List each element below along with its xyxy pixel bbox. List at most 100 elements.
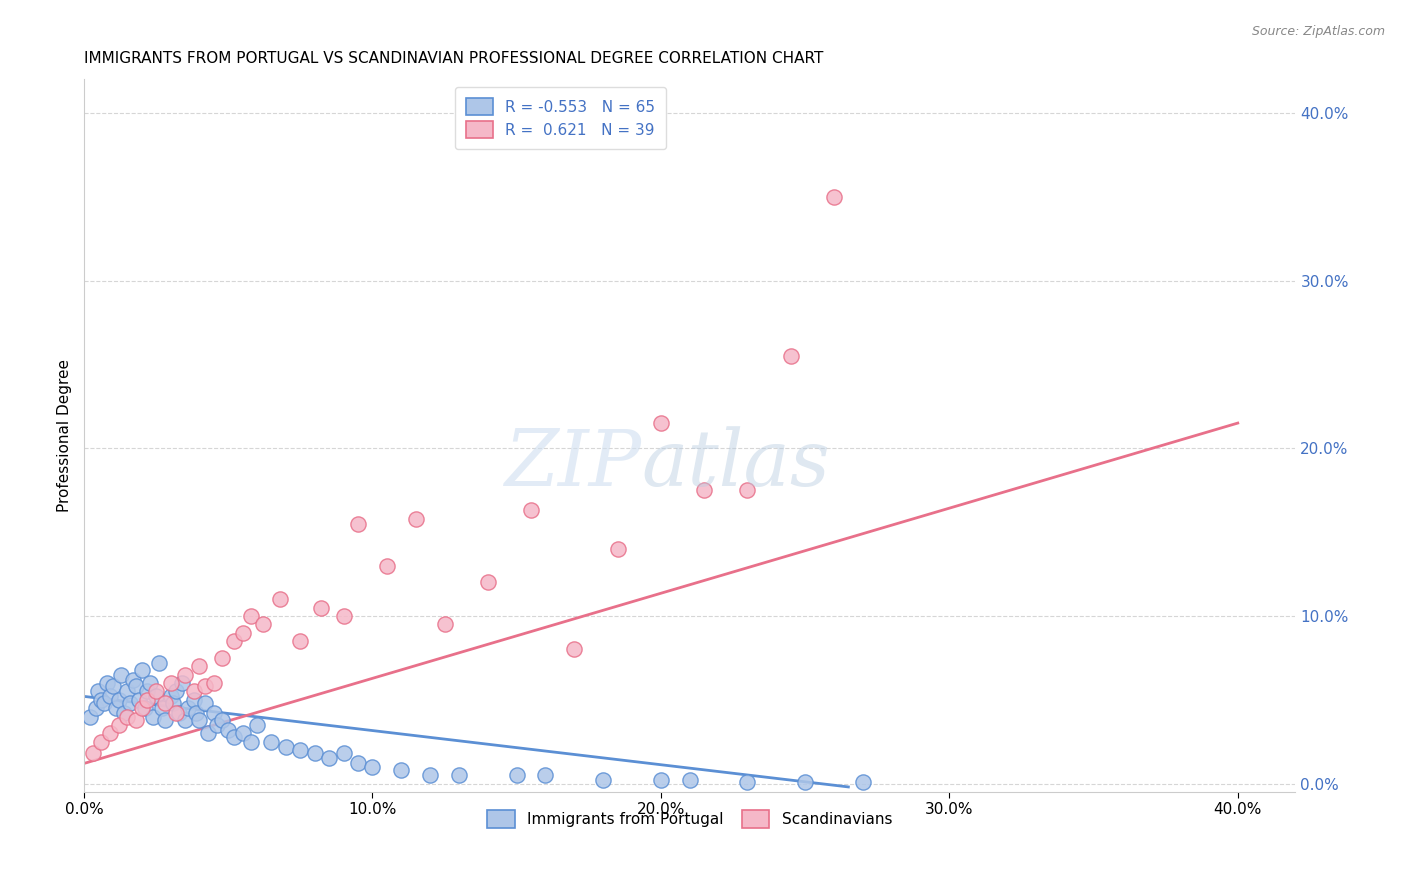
Point xyxy=(87,684,110,698)
Point xyxy=(240,734,263,748)
Point xyxy=(112,706,135,720)
Legend: Immigrants from Portugal, Scandinavians: Immigrants from Portugal, Scandinavians xyxy=(481,805,898,834)
Point xyxy=(240,608,263,623)
Point xyxy=(332,608,354,623)
Point xyxy=(269,592,291,607)
Point xyxy=(794,775,817,789)
Point xyxy=(211,713,233,727)
Point xyxy=(304,747,326,761)
Point xyxy=(125,713,148,727)
Point xyxy=(131,701,153,715)
Point xyxy=(290,743,312,757)
Point xyxy=(650,416,672,430)
Point xyxy=(447,768,470,782)
Text: Source: ZipAtlas.com: Source: ZipAtlas.com xyxy=(1251,25,1385,38)
Point xyxy=(167,706,190,720)
Point xyxy=(188,659,211,673)
Point xyxy=(361,760,384,774)
Point xyxy=(136,692,159,706)
Point xyxy=(122,673,145,687)
Point xyxy=(134,701,156,715)
Point xyxy=(562,642,585,657)
Point xyxy=(159,676,181,690)
Point xyxy=(145,684,167,698)
Point xyxy=(737,483,759,497)
Point xyxy=(202,676,225,690)
Point xyxy=(202,706,225,720)
Point xyxy=(222,634,245,648)
Point xyxy=(136,684,159,698)
Point xyxy=(139,676,162,690)
Point xyxy=(375,558,398,573)
Point xyxy=(145,690,167,704)
Point xyxy=(332,747,354,761)
Point xyxy=(194,696,217,710)
Text: atlas: atlas xyxy=(641,426,830,502)
Point xyxy=(592,773,614,788)
Point xyxy=(852,775,875,789)
Point xyxy=(183,684,205,698)
Point xyxy=(290,634,312,648)
Point xyxy=(205,718,228,732)
Point xyxy=(232,625,254,640)
Point xyxy=(419,768,441,782)
Point xyxy=(150,701,173,715)
Point xyxy=(186,706,208,720)
Point xyxy=(165,684,187,698)
Point xyxy=(101,679,124,693)
Point xyxy=(650,773,672,788)
Point xyxy=(170,676,193,690)
Point xyxy=(737,775,759,789)
Point xyxy=(779,349,801,363)
Point xyxy=(104,701,127,715)
Point xyxy=(131,663,153,677)
Point xyxy=(232,726,254,740)
Point xyxy=(477,575,499,590)
Point xyxy=(117,684,139,698)
Point xyxy=(148,656,170,670)
Point xyxy=(98,726,121,740)
Point xyxy=(389,763,412,777)
Point xyxy=(82,747,104,761)
Point xyxy=(98,690,121,704)
Point xyxy=(96,676,118,690)
Point xyxy=(211,650,233,665)
Point xyxy=(679,773,702,788)
Text: ZIP: ZIP xyxy=(505,426,641,502)
Point xyxy=(90,692,112,706)
Point xyxy=(405,511,427,525)
Point xyxy=(693,483,716,497)
Point xyxy=(174,713,197,727)
Point xyxy=(153,696,176,710)
Point xyxy=(217,723,239,737)
Point xyxy=(93,696,115,710)
Point xyxy=(252,617,274,632)
Y-axis label: Professional Degree: Professional Degree xyxy=(58,359,72,512)
Point xyxy=(142,709,165,723)
Point xyxy=(309,600,332,615)
Point xyxy=(606,541,628,556)
Point xyxy=(505,768,527,782)
Point xyxy=(274,739,297,754)
Point xyxy=(318,751,340,765)
Point xyxy=(188,713,211,727)
Point xyxy=(433,617,456,632)
Point xyxy=(153,713,176,727)
Point xyxy=(162,696,184,710)
Point xyxy=(246,718,269,732)
Point xyxy=(347,516,370,531)
Point xyxy=(823,190,845,204)
Point xyxy=(110,667,132,681)
Point xyxy=(84,701,107,715)
Point xyxy=(128,692,150,706)
Point xyxy=(174,667,197,681)
Point xyxy=(107,692,129,706)
Point xyxy=(194,679,217,693)
Point xyxy=(520,503,543,517)
Point xyxy=(125,679,148,693)
Text: IMMIGRANTS FROM PORTUGAL VS SCANDINAVIAN PROFESSIONAL DEGREE CORRELATION CHART: IMMIGRANTS FROM PORTUGAL VS SCANDINAVIAN… xyxy=(84,51,824,66)
Point xyxy=(534,768,557,782)
Point xyxy=(159,690,181,704)
Point xyxy=(177,701,200,715)
Point xyxy=(79,709,101,723)
